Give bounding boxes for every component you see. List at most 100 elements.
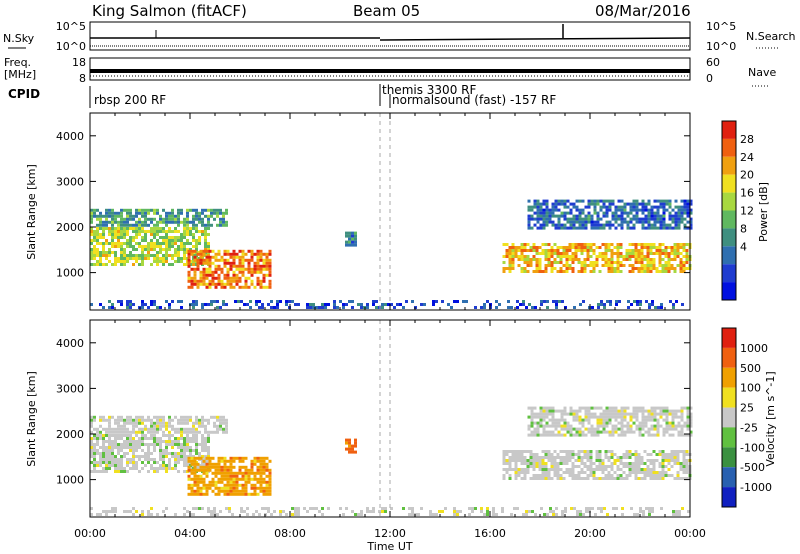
echo-cell: [93, 214, 96, 218]
echo-cell: [247, 471, 251, 475]
echo-cell: [262, 471, 266, 475]
echo-cell: [580, 249, 584, 252]
echo-cell: [577, 243, 581, 246]
echo-cell: [598, 465, 602, 468]
echo-cell: [527, 226, 531, 230]
echo-cell: [216, 300, 219, 303]
echo-cell: [623, 415, 627, 419]
echo-cell: [207, 214, 210, 218]
echo-cell: [626, 421, 630, 425]
echo-cell: [153, 230, 156, 233]
echo-cell: [610, 243, 614, 246]
echo-cell: [262, 279, 266, 283]
echo-cell: [610, 456, 614, 459]
echo-cell: [196, 489, 200, 493]
echo-region-5: [527, 406, 693, 437]
echo-cell: [620, 406, 624, 410]
echo-cell: [199, 270, 203, 274]
echo-cell: [673, 252, 677, 255]
echo-cell: [141, 220, 144, 224]
echo-cell: [93, 467, 96, 470]
echo-cell: [653, 214, 657, 218]
echo-cell: [505, 471, 509, 474]
echo-cell: [201, 424, 204, 428]
echo-cell: [189, 449, 192, 452]
echo-cell: [596, 427, 600, 431]
echo-cell: [192, 236, 195, 239]
echo-cell: [159, 415, 162, 419]
echo-cell: [114, 236, 117, 239]
echo-cell: [540, 303, 543, 306]
echo-cell: [264, 507, 267, 510]
echo-cell: [259, 258, 263, 262]
echo-cell: [646, 243, 650, 246]
echo-cell: [180, 306, 183, 309]
echo-cell: [180, 248, 183, 251]
echo-cell: [138, 217, 141, 221]
echo-cell: [258, 300, 261, 303]
echo-cell: [187, 252, 191, 256]
echo-cell: [253, 489, 257, 493]
echo-cell: [620, 430, 624, 434]
echo-cell: [183, 470, 186, 473]
echo-cell: [132, 449, 135, 452]
echo-cell: [192, 245, 195, 248]
echo-cell: [517, 474, 521, 477]
echo-cell: [135, 467, 138, 470]
echo-cell: [587, 409, 591, 413]
echo-cell: [177, 446, 180, 449]
echo-cell: [607, 264, 611, 267]
echo-cell: [114, 421, 117, 425]
echo-cell: [610, 261, 614, 264]
echo-cell: [656, 220, 660, 224]
echo-cell: [649, 267, 653, 270]
echo-cell: [180, 260, 183, 263]
echo-cell: [96, 230, 99, 233]
echo-cell: [244, 486, 248, 490]
echo-cell: [190, 468, 194, 472]
echo-cell: [581, 433, 585, 437]
echo-cell: [660, 303, 663, 306]
echo-cell: [108, 449, 111, 452]
echo-cell: [643, 255, 647, 258]
echo-cell: [441, 510, 444, 513]
echo-cell: [553, 249, 557, 252]
echo-cell: [538, 270, 542, 273]
echo-cell: [180, 300, 183, 303]
echo-cell: [223, 456, 227, 460]
echo-cell: [671, 214, 675, 218]
echo-cell: [646, 459, 650, 462]
echo-cell: [229, 282, 233, 286]
echo-cell: [579, 303, 582, 306]
echo-cell: [596, 220, 600, 224]
echo-cell: [156, 437, 159, 440]
echo-cell: [196, 456, 200, 460]
echo-cell: [144, 257, 147, 260]
echo-cell: [195, 427, 198, 431]
echo-cell: [168, 424, 171, 428]
echo-cell: [514, 246, 518, 249]
colorbar-swatch: [722, 447, 736, 468]
echo-cell: [599, 421, 603, 425]
echo-cell: [620, 220, 624, 224]
echo-cell: [627, 300, 630, 303]
echo-cell: [601, 462, 605, 465]
echo-cell: [268, 261, 272, 265]
echo-cell: [529, 264, 533, 267]
echo-cell: [111, 455, 114, 458]
echo-cell: [162, 430, 165, 434]
echo-cell: [611, 409, 615, 413]
echo-cell: [249, 306, 252, 309]
echo-cell: [223, 258, 227, 262]
echo-cell: [630, 507, 633, 510]
echo-cell: [587, 427, 591, 431]
echo-cell: [686, 433, 690, 437]
echo-cell: [619, 456, 623, 459]
echo-cell: [168, 211, 171, 215]
echo-cell: [217, 456, 221, 460]
echo-cell: [180, 430, 183, 434]
echo-cell: [586, 459, 590, 462]
echo-cell: [192, 449, 195, 452]
echo-cell: [648, 513, 651, 516]
echo-cell: [150, 434, 153, 437]
